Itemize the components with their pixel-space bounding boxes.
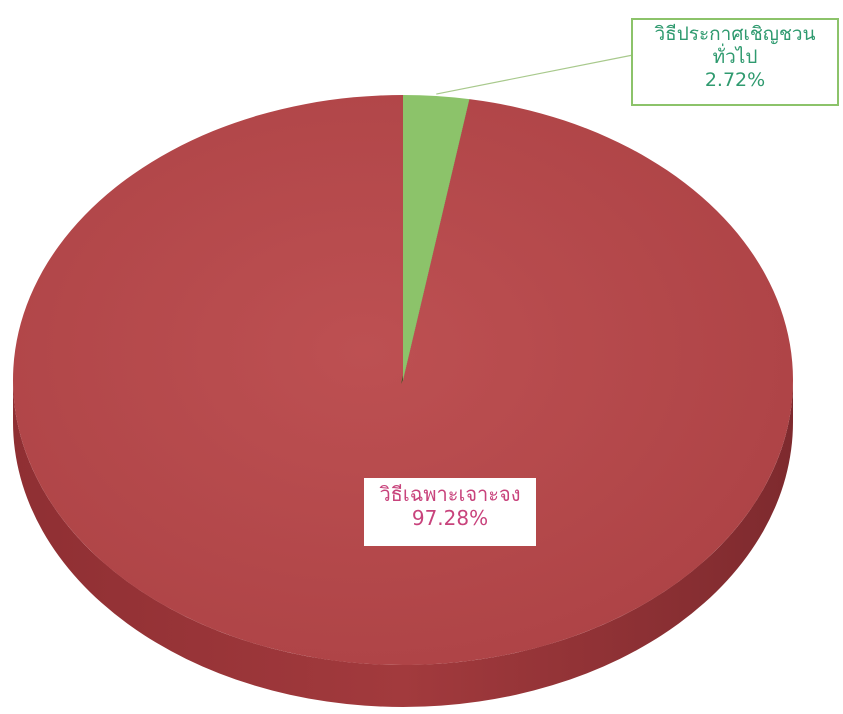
slice-label-green: วิธีประกาศเชิญชวน ทั่วไป 2.72%	[631, 18, 839, 106]
slice-label-green-line1: วิธีประกาศเชิญชวน	[654, 23, 816, 45]
leader-line	[436, 54, 634, 95]
slice-label-red-text: วิธีเฉพาะเจาะจง	[379, 482, 521, 506]
slice-label-red: วิธีเฉพาะเจาะจง 97.28%	[364, 478, 536, 546]
slice-value-green: 2.72%	[704, 69, 766, 92]
pie-slice-red	[13, 95, 794, 665]
pie-slice-green	[403, 95, 470, 380]
slice-value-red: 97.28%	[411, 506, 489, 531]
slice-label-green-line2: ทั่วไป	[712, 46, 758, 69]
